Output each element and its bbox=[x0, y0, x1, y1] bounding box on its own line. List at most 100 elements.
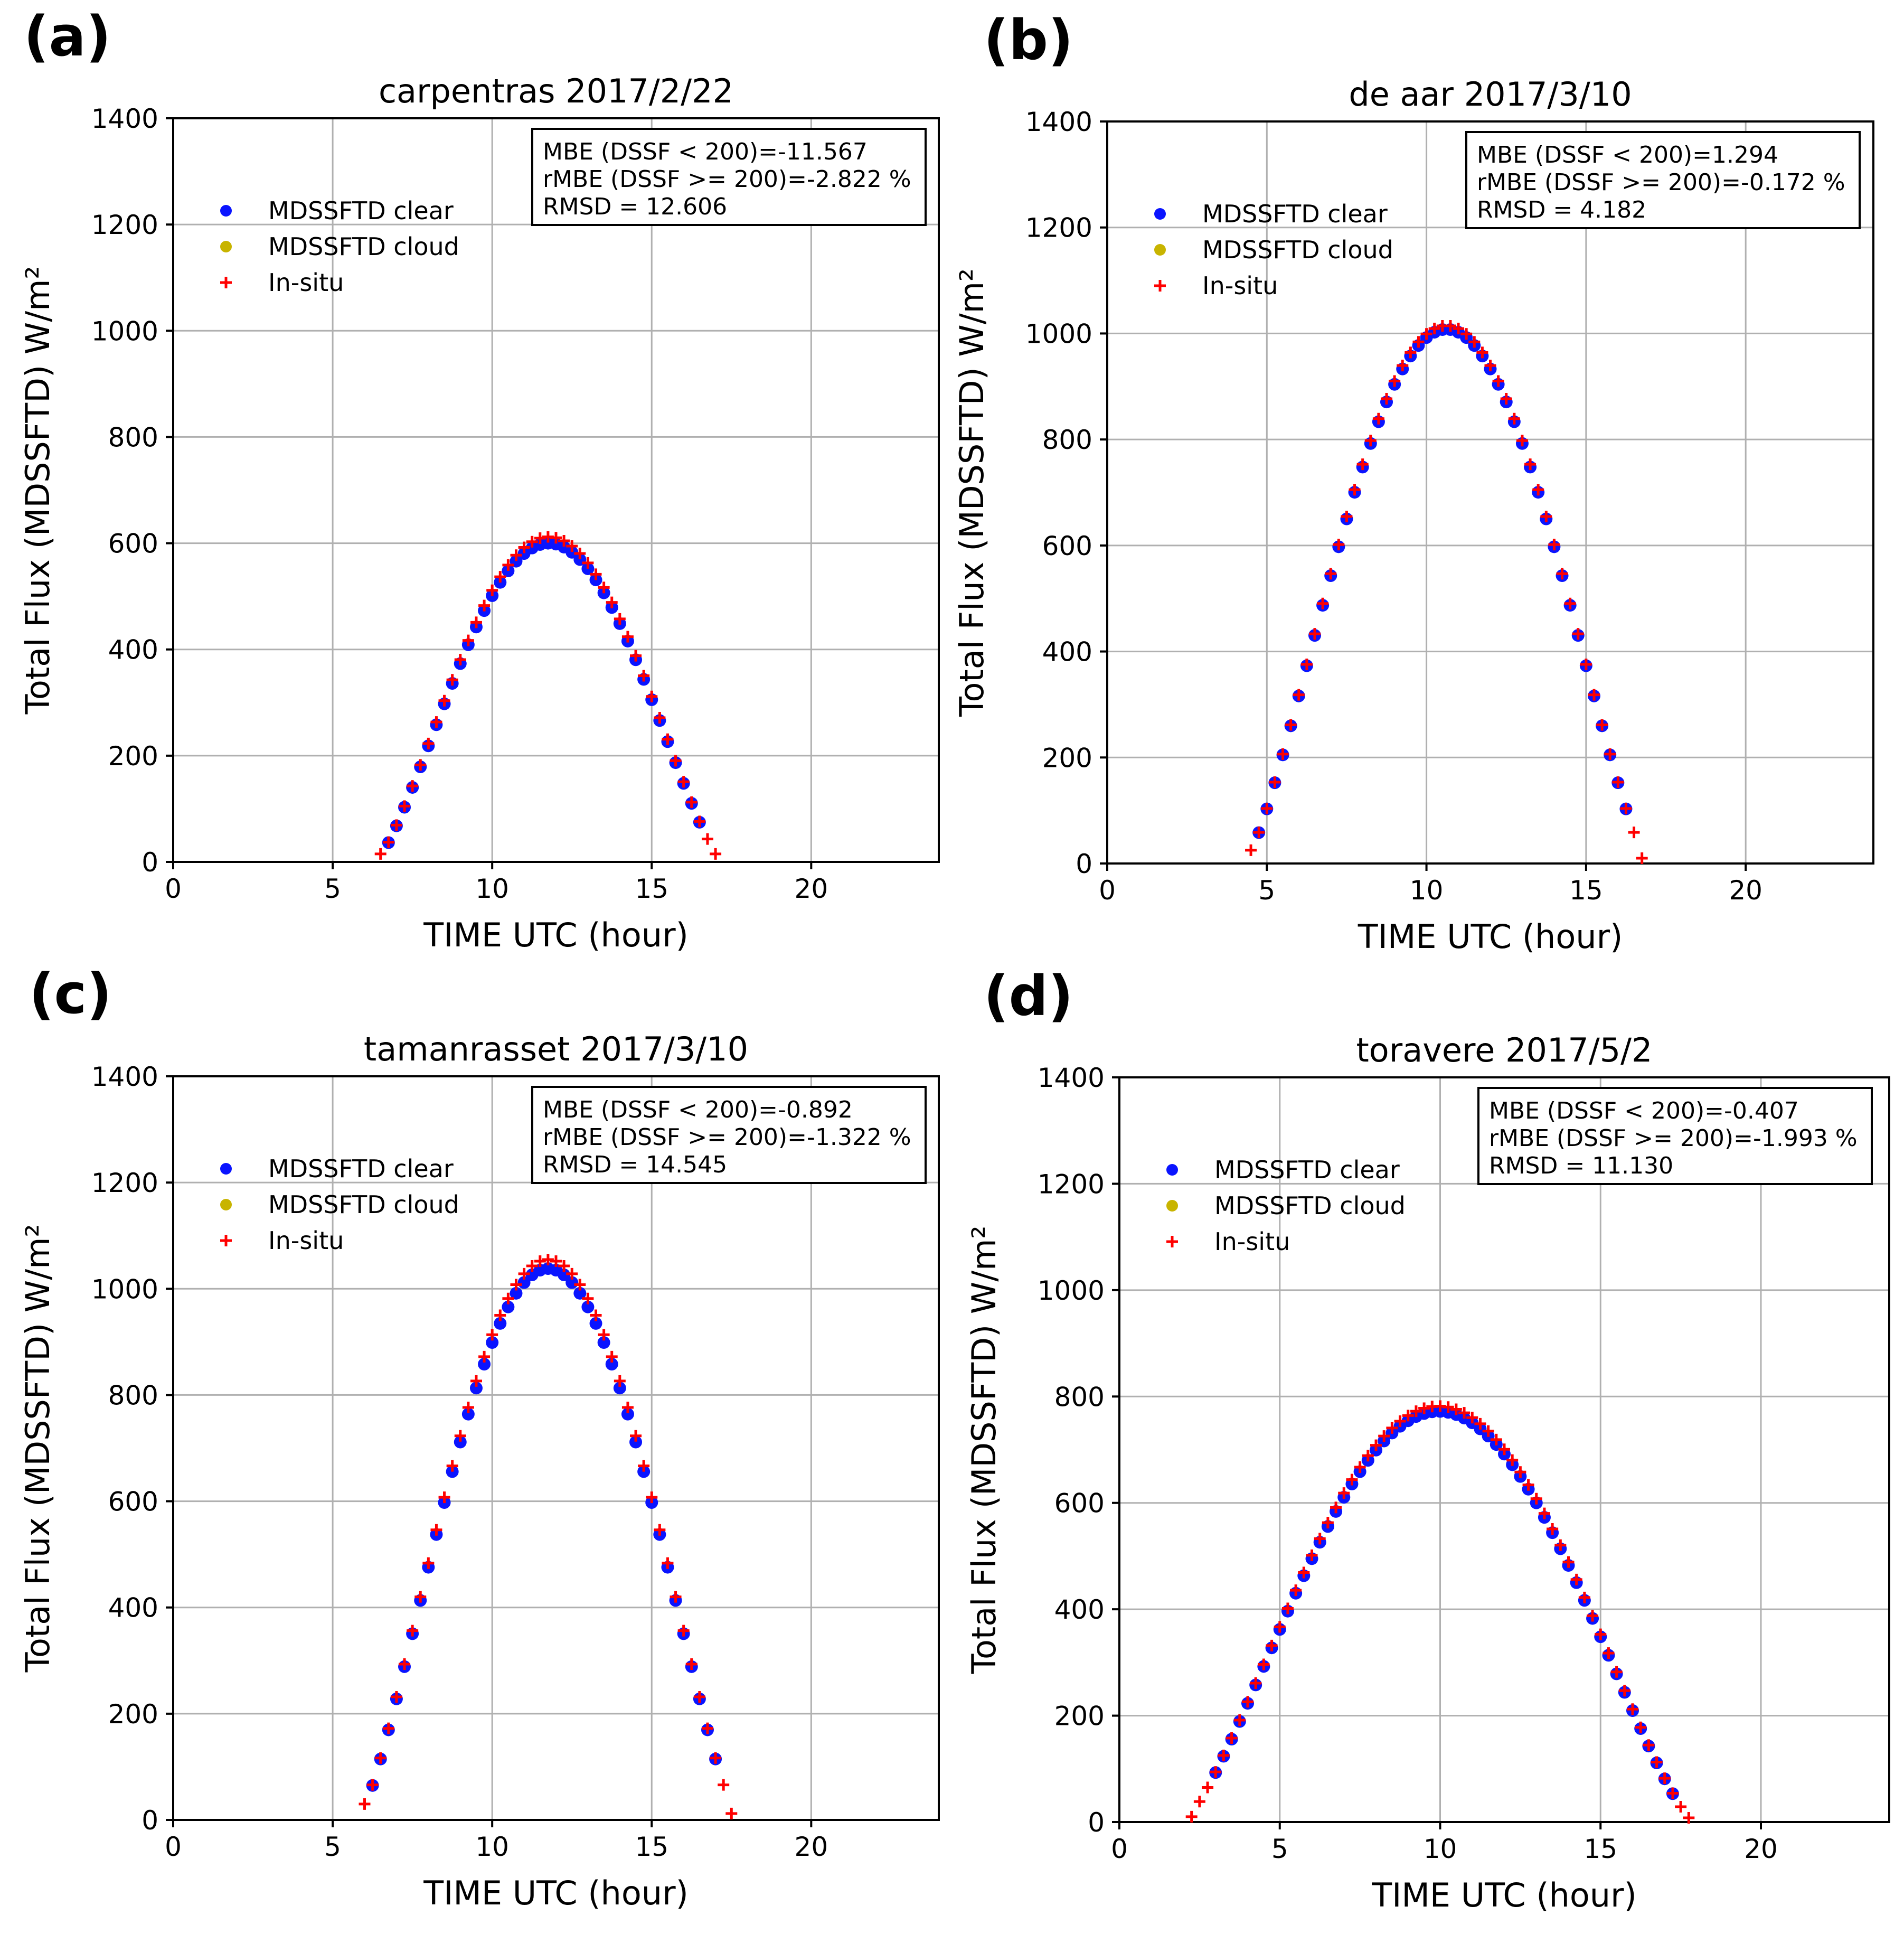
insitu-point bbox=[566, 1268, 578, 1280]
chart-panel-1: (a)carpentras 2017/2/220 5 10 15 20020040060… bbox=[18, 4, 940, 954]
insitu-point bbox=[1314, 1533, 1326, 1545]
stats-box bbox=[531, 128, 927, 226]
insitu-point bbox=[1346, 1473, 1358, 1486]
insitu-point bbox=[1596, 719, 1608, 731]
insitu-point bbox=[399, 1658, 411, 1670]
insitu-point bbox=[1218, 1749, 1230, 1761]
x-tick-label: 0 bbox=[165, 1832, 182, 1862]
clear-point bbox=[621, 1407, 634, 1421]
y-tick-label: 600 bbox=[108, 1487, 158, 1517]
insitu-point bbox=[677, 1625, 690, 1637]
insitu-point bbox=[1242, 1696, 1253, 1708]
insitu-point bbox=[1604, 748, 1616, 760]
clear-point bbox=[510, 1287, 523, 1300]
clear-point bbox=[629, 1435, 643, 1449]
x-axis-label: TIME UTC (hour) bbox=[423, 916, 689, 954]
x-tick-label: 0 bbox=[1111, 1834, 1128, 1864]
insitu-point bbox=[1587, 1610, 1599, 1622]
x-tick-label: 0 bbox=[1099, 875, 1116, 906]
clear-point bbox=[461, 1407, 475, 1421]
stats-line: rMBE (DSSF >= 200)=-1.993 % bbox=[1489, 1125, 1858, 1152]
insitu-point bbox=[1588, 689, 1600, 701]
insitu-point bbox=[407, 1625, 419, 1637]
legend-label-clear: MDSSFTD clear bbox=[268, 196, 454, 225]
insitu-point bbox=[1675, 1800, 1687, 1813]
clear-point bbox=[454, 1435, 467, 1449]
insitu-point bbox=[1370, 1439, 1382, 1451]
insitu-point bbox=[1386, 1422, 1398, 1434]
insitu-point bbox=[494, 571, 506, 583]
y-tick-label: 1400 bbox=[1038, 1063, 1105, 1093]
insitu-point bbox=[1266, 1639, 1278, 1651]
insitu-point bbox=[1570, 1573, 1582, 1585]
legend-label-insitu: In-situ bbox=[1202, 271, 1278, 300]
stats-line: rMBE (DSSF >= 200)=-2.822 % bbox=[543, 166, 911, 193]
insitu-point bbox=[1450, 1403, 1462, 1415]
insitu-point bbox=[670, 755, 682, 767]
y-tick-label: 200 bbox=[108, 741, 158, 772]
chart-panel-4: (d)toravere 2017/5/20 5 10 15 20020040060080… bbox=[965, 964, 1890, 1914]
insitu-point bbox=[1666, 1787, 1679, 1799]
insitu-point bbox=[1356, 458, 1369, 471]
clear-point bbox=[573, 1287, 587, 1300]
insitu-point bbox=[574, 1279, 586, 1291]
insitu-point bbox=[1306, 1549, 1318, 1561]
insitu-point bbox=[1564, 597, 1576, 609]
legend-marker-clear bbox=[220, 205, 232, 217]
y-tick-label: 1200 bbox=[91, 1168, 158, 1198]
y-tick-label: 1000 bbox=[1038, 1275, 1105, 1306]
insitu-point bbox=[1364, 435, 1377, 447]
clear-point bbox=[605, 1357, 618, 1370]
insitu-point bbox=[693, 1691, 705, 1703]
insitu-point bbox=[1394, 1415, 1406, 1427]
insitu-point bbox=[1468, 336, 1481, 348]
y-axis-label: Total Flux (MDSSFTD) W/m² bbox=[18, 1224, 57, 1673]
insitu-point bbox=[1556, 568, 1568, 580]
insitu-point bbox=[630, 1430, 642, 1442]
insitu-point bbox=[526, 536, 538, 548]
insitu-point bbox=[1506, 1454, 1519, 1466]
clear-point bbox=[502, 564, 515, 577]
insitu-point bbox=[638, 1460, 650, 1472]
insitu-point bbox=[566, 540, 578, 552]
insitu-point bbox=[1635, 1721, 1647, 1733]
clear-point bbox=[502, 1300, 515, 1313]
stats-box bbox=[1477, 1087, 1873, 1185]
x-axis-label: TIME UTC (hour) bbox=[423, 1874, 689, 1912]
insitu-point bbox=[662, 733, 674, 745]
insitu-point bbox=[550, 532, 562, 544]
insitu-point bbox=[382, 1722, 394, 1734]
stats-line: rMBE (DSSF >= 200)=-0.172 % bbox=[1477, 169, 1845, 196]
insitu-point bbox=[470, 616, 482, 628]
legend-label-cloud: MDSSFTD cloud bbox=[1214, 1191, 1406, 1220]
insitu-point bbox=[646, 690, 658, 702]
insitu-point bbox=[550, 1255, 562, 1267]
insitu-point bbox=[494, 1309, 506, 1321]
clear-point bbox=[478, 1357, 491, 1370]
x-tick-label: 5 bbox=[1258, 875, 1275, 906]
insitu-point bbox=[1453, 323, 1465, 335]
insitu-point bbox=[590, 568, 602, 580]
insitu-point bbox=[374, 1752, 387, 1764]
insitu-point bbox=[454, 1430, 466, 1442]
insitu-point bbox=[1524, 458, 1537, 471]
insitu-point bbox=[710, 848, 722, 860]
insitu-point bbox=[1410, 1405, 1422, 1417]
series-clear bbox=[382, 537, 706, 849]
insitu-point bbox=[1516, 435, 1528, 447]
insitu-point bbox=[390, 819, 402, 831]
y-tick-label: 400 bbox=[1042, 637, 1092, 668]
stats-line: MBE (DSSF < 200)=-11.567 bbox=[543, 138, 868, 165]
insitu-point bbox=[1378, 1430, 1390, 1442]
insitu-point bbox=[1317, 597, 1329, 609]
insitu-point bbox=[1418, 1402, 1430, 1414]
series-clear bbox=[366, 1262, 722, 1792]
x-tick-label: 15 bbox=[635, 874, 668, 904]
insitu-point bbox=[438, 1491, 450, 1504]
insitu-point bbox=[1554, 1539, 1567, 1551]
insitu-point bbox=[1300, 658, 1313, 670]
insitu-point bbox=[399, 800, 411, 812]
insitu-point bbox=[1572, 628, 1584, 640]
legend-marker-insitu bbox=[1166, 1236, 1178, 1247]
chart-panel-3: (c)tamanrasset 2017/3/100 5 10 15 2002004006… bbox=[18, 962, 940, 1912]
